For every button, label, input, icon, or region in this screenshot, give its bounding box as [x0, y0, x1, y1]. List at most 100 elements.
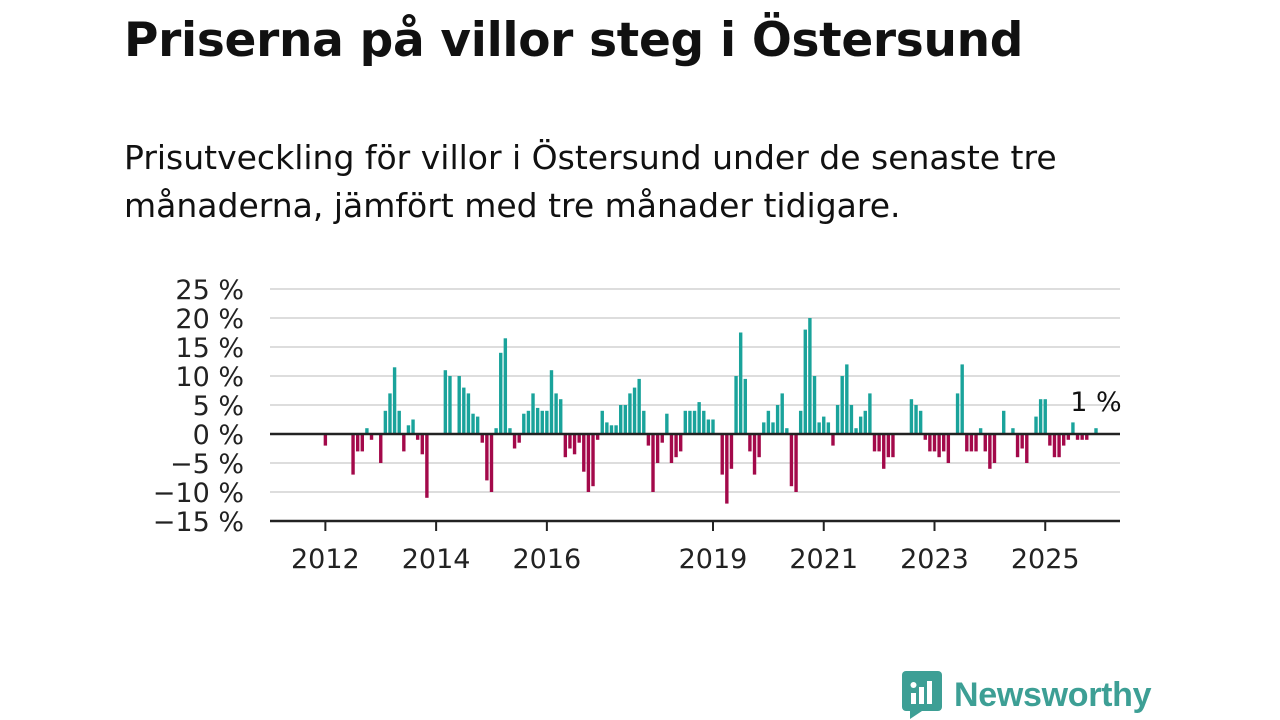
bar: [1011, 428, 1015, 434]
x-tick-label: 2014: [402, 544, 471, 575]
bar: [877, 434, 881, 452]
bar: [743, 378, 747, 434]
bar: [1057, 434, 1061, 458]
bar: [766, 410, 771, 434]
x-tick-label: 2019: [679, 544, 748, 575]
bar: [665, 413, 669, 434]
bar: [978, 428, 983, 434]
bar: [397, 410, 401, 434]
bar: [872, 434, 877, 452]
chart-subtitle: Prisutveckling för villor i Östersund un…: [124, 138, 1057, 225]
bar: [771, 422, 775, 434]
bar: [480, 434, 484, 443]
bar: [628, 393, 632, 434]
bar: [614, 425, 618, 434]
bar: [402, 434, 406, 452]
bar: [1085, 434, 1089, 440]
bar: [609, 425, 614, 434]
bar: [365, 428, 369, 434]
bar: [683, 410, 688, 434]
bar: [559, 399, 563, 434]
bar: [789, 434, 794, 487]
bar: [411, 419, 415, 434]
bar: [517, 434, 521, 443]
bar: [549, 370, 554, 434]
bar: [969, 434, 974, 452]
bar: [355, 434, 360, 452]
bar: [891, 434, 895, 458]
bar: [392, 367, 397, 434]
bar: [586, 434, 591, 492]
bar: [503, 338, 508, 434]
bar: [600, 410, 604, 434]
bar: [660, 434, 664, 443]
bar: [1062, 434, 1066, 446]
bar: [711, 419, 715, 434]
bar: [1043, 399, 1047, 434]
bar: [360, 434, 364, 452]
chart-title: Priserna på villor steg i Östersund: [124, 13, 1024, 68]
bar: [909, 399, 914, 434]
bar: [554, 393, 558, 434]
axes: [270, 432, 1120, 531]
bar: [928, 434, 932, 452]
bar: [692, 410, 697, 434]
bar: [992, 434, 997, 463]
bar: [706, 419, 711, 434]
bar: [1052, 434, 1057, 458]
bar: [863, 410, 867, 434]
bar: [822, 416, 826, 434]
bar: [637, 378, 641, 434]
bar: [489, 434, 494, 492]
bar: [651, 434, 655, 492]
bar: [808, 318, 812, 434]
bar: [591, 434, 595, 487]
bar: [826, 422, 831, 434]
bar: [1094, 428, 1098, 434]
bar: [669, 434, 674, 463]
bar: [775, 405, 780, 434]
bar: [448, 376, 452, 434]
bar: [932, 434, 937, 452]
bar: [886, 434, 891, 458]
bar: [485, 434, 489, 481]
y-tick-label: 15 %: [175, 333, 244, 364]
bar: [678, 434, 683, 452]
bar: [512, 434, 517, 449]
bar: [1038, 399, 1043, 434]
x-tick-label: 2012: [291, 544, 360, 575]
bar: [965, 434, 969, 452]
bar: [540, 410, 544, 434]
bar: [642, 410, 646, 434]
bar: [702, 410, 706, 434]
bar: [462, 387, 466, 434]
bar: [499, 352, 503, 434]
bar: [494, 428, 498, 434]
bar: [1020, 434, 1024, 449]
bar: [420, 434, 424, 455]
y-tick-label: 0 %: [193, 420, 244, 451]
bar: [988, 434, 992, 469]
bar: [955, 393, 960, 434]
bar: [1048, 434, 1052, 446]
bar: [568, 434, 572, 449]
x-tick-label: 2016: [513, 544, 582, 575]
bar: [415, 434, 420, 440]
bar: [983, 434, 987, 452]
bar: [918, 410, 923, 434]
bar: [1080, 434, 1084, 440]
y-tick-label: 20 %: [175, 304, 244, 335]
bar: [535, 407, 540, 434]
bars: [323, 318, 1098, 504]
bar: [817, 422, 821, 434]
bar: [508, 428, 512, 434]
bar: [854, 428, 858, 434]
bar: [803, 329, 807, 434]
bar: [725, 434, 729, 504]
bar: [351, 434, 355, 475]
bar: [563, 434, 568, 458]
y-tick-label: −15 %: [153, 507, 244, 538]
bar: [425, 434, 429, 498]
bar: [475, 416, 480, 434]
